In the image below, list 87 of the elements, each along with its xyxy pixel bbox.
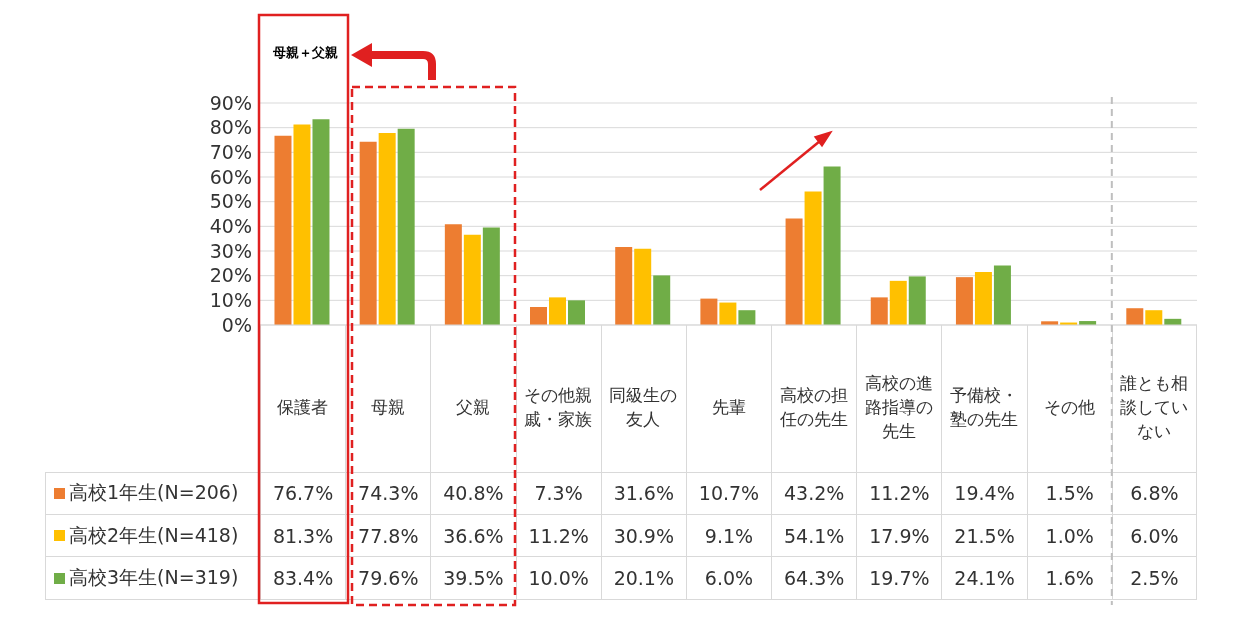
bar xyxy=(634,248,652,325)
legend-label: 高校1年生(N=206) xyxy=(69,480,239,506)
bar xyxy=(908,276,926,325)
data-label: 9.1% xyxy=(685,514,772,558)
data-label: 83.4% xyxy=(260,557,346,601)
y-tick-label: 10% xyxy=(209,289,252,312)
bar xyxy=(823,166,841,325)
data-label: 74.3% xyxy=(345,472,431,515)
data-label: 40.8% xyxy=(430,472,516,515)
data-label: 54.1% xyxy=(771,514,857,558)
bar xyxy=(993,265,1011,325)
legend-label: 高校3年生(N=319) xyxy=(69,565,239,591)
data-label: 81.3% xyxy=(260,514,346,558)
data-label: 6.8% xyxy=(1111,472,1197,515)
data-label: 2.5% xyxy=(1111,557,1197,601)
data-label: 1.0% xyxy=(1026,514,1112,558)
data-label: 20.1% xyxy=(600,557,686,601)
bar xyxy=(378,133,396,325)
bar xyxy=(719,302,737,325)
bar xyxy=(482,227,500,325)
bar xyxy=(974,271,992,325)
legend-label: 高校2年生(N=418) xyxy=(69,522,239,548)
bar xyxy=(463,234,481,325)
data-label: 7.3% xyxy=(515,472,601,515)
data-label: 17.9% xyxy=(856,514,942,558)
data-label: 31.6% xyxy=(600,472,686,515)
bar xyxy=(397,128,415,325)
x-tick-label: 同級生の友人 xyxy=(609,384,678,429)
data-label: 11.2% xyxy=(856,472,942,515)
x-tick-label: 高校の担任の先生 xyxy=(778,384,848,429)
data-label: 1.5% xyxy=(1026,472,1112,515)
bar xyxy=(530,306,548,325)
y-tick-label: 30% xyxy=(209,239,252,262)
bar xyxy=(738,310,756,325)
bar xyxy=(870,297,888,325)
y-tick-label: 90% xyxy=(209,91,252,114)
bar xyxy=(615,247,633,325)
data-label: 64.3% xyxy=(771,557,857,601)
x-tick-label: 高校の進路指導の先生 xyxy=(864,372,933,441)
y-tick-label: 40% xyxy=(209,215,252,238)
data-label: 77.8% xyxy=(345,514,431,558)
x-tick-label: 父親 xyxy=(455,396,490,417)
bar xyxy=(955,277,973,325)
bar xyxy=(785,218,803,325)
data-label: 76.7% xyxy=(260,472,346,515)
x-tick-label: 予備校・塾の先生 xyxy=(950,384,1019,429)
bar xyxy=(653,275,671,325)
y-tick-label: 80% xyxy=(209,116,252,139)
data-label: 21.5% xyxy=(941,514,1027,558)
y-tick-label: 60% xyxy=(209,165,252,188)
bar xyxy=(1126,308,1144,325)
bar xyxy=(889,280,907,325)
data-label: 6.0% xyxy=(685,557,772,601)
x-tick-label: 保護者 xyxy=(277,396,329,417)
data-label: 1.6% xyxy=(1026,557,1112,601)
data-label: 30.9% xyxy=(600,514,686,558)
data-label: 19.7% xyxy=(856,557,942,601)
x-tick-label: その他 xyxy=(1043,396,1095,417)
bar xyxy=(549,297,567,325)
bar xyxy=(568,300,586,325)
data-label: 24.1% xyxy=(941,557,1027,601)
bar xyxy=(444,224,462,325)
data-label: 19.4% xyxy=(941,472,1027,515)
text: 母親＋父親 xyxy=(271,44,339,62)
y-tick-label: 0% xyxy=(221,313,252,336)
y-tick-label: 70% xyxy=(209,141,252,164)
bar xyxy=(1145,310,1163,325)
x-tick-label: 母親 xyxy=(370,396,405,417)
data-label: 10.0% xyxy=(515,557,601,601)
bar xyxy=(293,124,311,325)
bar xyxy=(359,141,377,325)
data-label: 39.5% xyxy=(430,557,516,601)
bar xyxy=(700,298,718,325)
data-label: 6.0% xyxy=(1111,514,1197,558)
data-label: 11.2% xyxy=(515,514,601,558)
data-label: 79.6% xyxy=(345,557,431,601)
data-label: 36.6% xyxy=(430,514,516,558)
y-tick-label: 20% xyxy=(209,264,252,287)
x-tick-label: 先輩 xyxy=(711,396,746,417)
data-label: 10.7% xyxy=(685,472,772,515)
y-tick-label: 50% xyxy=(209,190,252,213)
bar xyxy=(804,191,822,325)
x-tick-label: 誰とも相談していない xyxy=(1120,372,1189,441)
data-label: 43.2% xyxy=(771,472,857,515)
bar xyxy=(274,135,292,325)
x-tick-label: その他親戚・家族 xyxy=(524,384,593,429)
bar xyxy=(312,119,330,325)
